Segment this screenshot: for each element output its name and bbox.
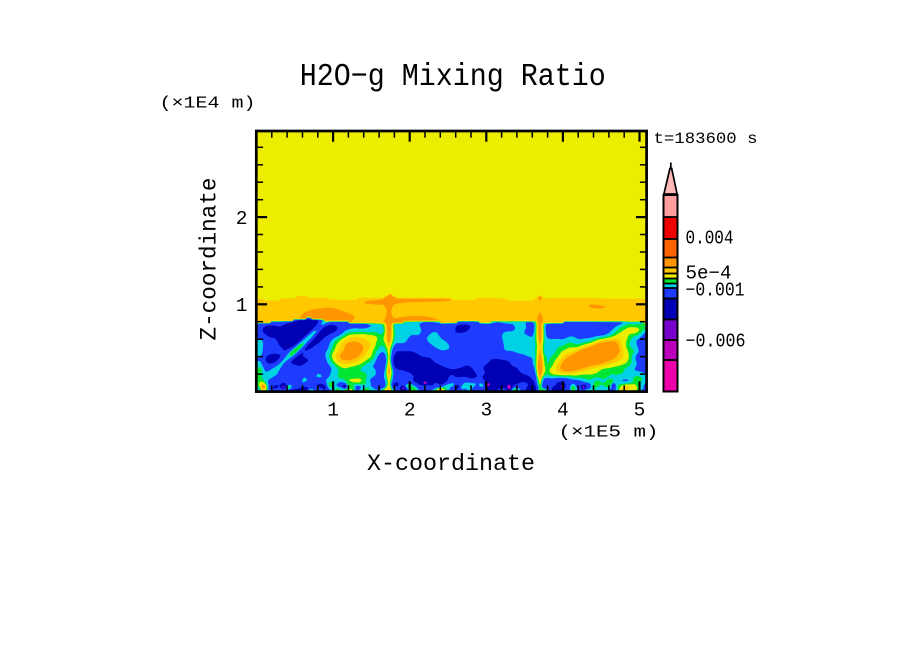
svg-text:(×1E5 m): (×1E5 m): [559, 423, 659, 442]
svg-text:3: 3: [480, 399, 492, 421]
svg-text:−0.006: −0.006: [686, 331, 746, 353]
svg-text:0.004: 0.004: [686, 228, 734, 250]
svg-text:(×1E4 m): (×1E4 m): [160, 94, 256, 113]
svg-text:2: 2: [236, 208, 248, 230]
svg-text:X-coordinate: X-coordinate: [367, 451, 535, 478]
svg-text:1: 1: [236, 295, 248, 317]
svg-text:4: 4: [557, 399, 569, 421]
svg-text:−0.001: −0.001: [686, 280, 745, 302]
svg-text:1: 1: [327, 399, 339, 421]
svg-text:Z-coordinate: Z-coordinate: [197, 178, 223, 341]
svg-text:5e−4: 5e−4: [686, 263, 732, 285]
svg-text:2: 2: [404, 399, 416, 421]
svg-text:5: 5: [634, 399, 646, 421]
svg-text:t=183600 s: t=183600 s: [654, 130, 758, 148]
svg-text:H2O−g Mixing Ratio: H2O−g Mixing Ratio: [300, 60, 606, 95]
